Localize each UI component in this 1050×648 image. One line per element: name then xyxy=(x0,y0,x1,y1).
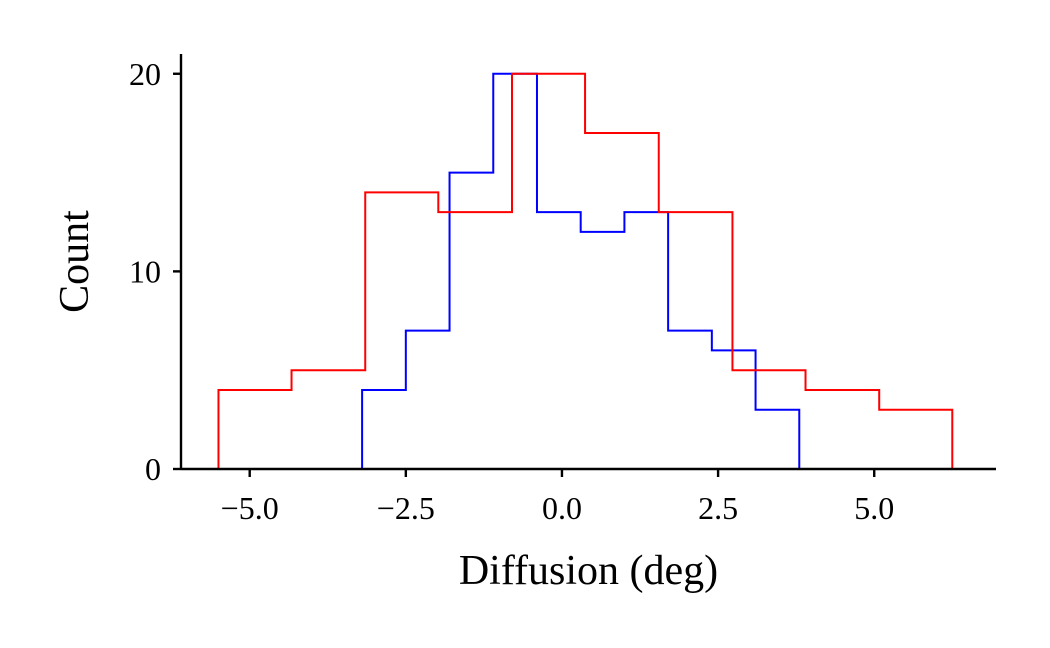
x-axis-label: Diffusion (deg) xyxy=(459,548,718,594)
x-ticks: −5.0 −2.5 0.0 2.5 5.0 xyxy=(221,469,894,526)
y-tick-label: 20 xyxy=(129,56,161,92)
x-tick-label: 5.0 xyxy=(854,490,894,526)
x-tick-label: 2.5 xyxy=(698,490,738,526)
x-tick-label: −2.5 xyxy=(377,490,435,526)
y-tick-label: 0 xyxy=(145,451,161,487)
y-tick-label: 10 xyxy=(129,253,161,289)
x-tick-label: −5.0 xyxy=(221,490,279,526)
histogram-series-2 xyxy=(217,72,954,469)
histogram-series-1 xyxy=(361,72,801,469)
y-ticks: 0 10 20 xyxy=(129,56,181,487)
series-layer xyxy=(217,72,954,469)
y-axis-label: Count xyxy=(52,210,98,313)
x-tick-label: 0.0 xyxy=(542,490,582,526)
axes-layer xyxy=(179,54,996,471)
